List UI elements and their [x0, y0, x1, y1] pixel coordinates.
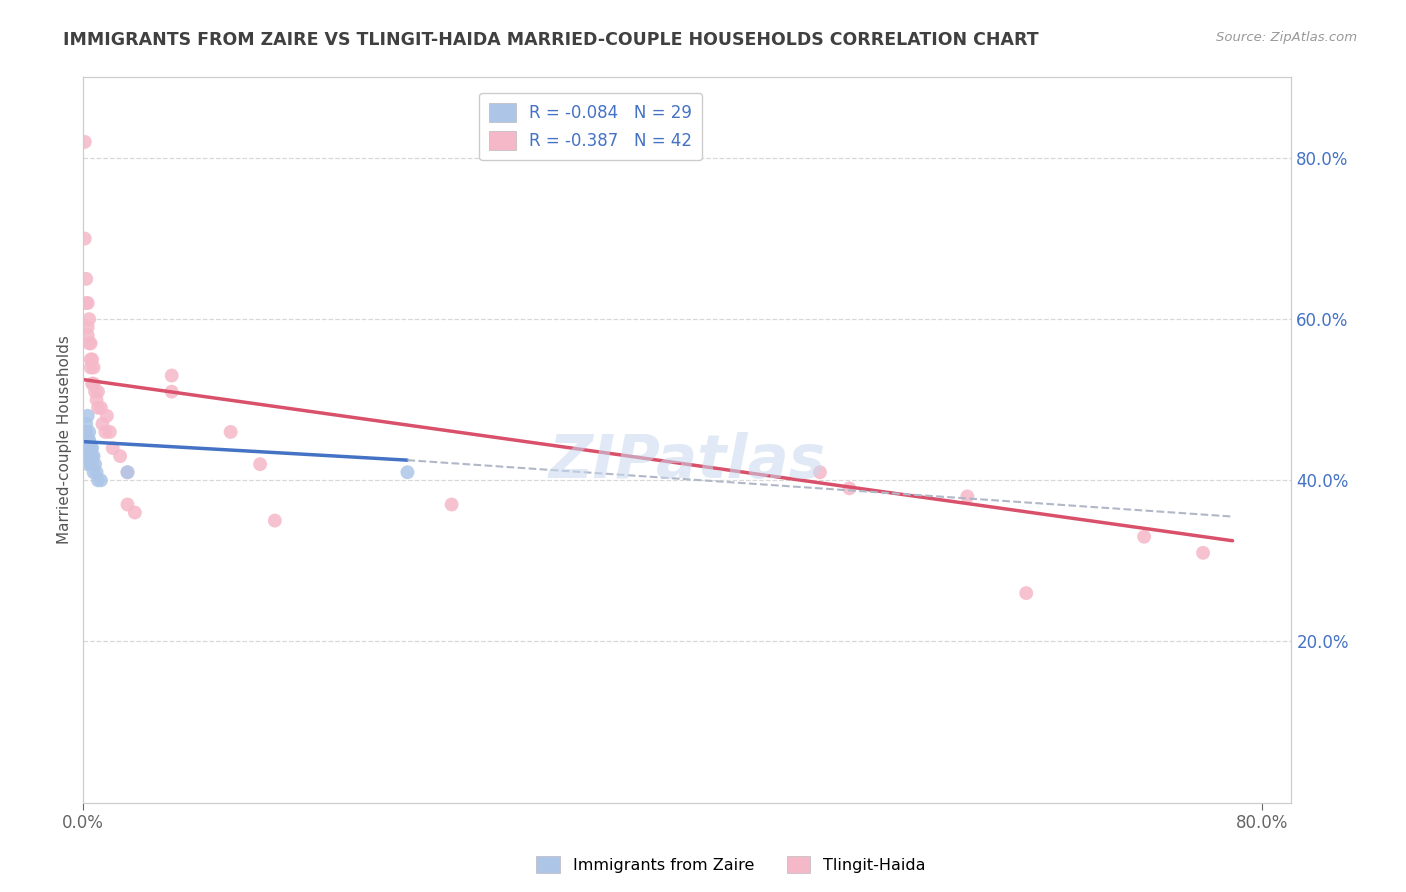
- Point: [75, 441, 97, 455]
- Point: [73, 425, 96, 439]
- Point: [90, 401, 112, 415]
- Point: [77, 336, 100, 351]
- Point: [82, 457, 104, 471]
- Point: [440, 498, 463, 512]
- Point: [101, 441, 124, 455]
- Point: [87, 401, 110, 415]
- Point: [73, 135, 96, 149]
- Point: [79, 352, 101, 367]
- Point: [75, 296, 97, 310]
- Point: [84, 384, 107, 399]
- Point: [249, 457, 271, 471]
- Text: Source: ZipAtlas.com: Source: ZipAtlas.com: [1216, 31, 1357, 45]
- Point: [82, 441, 104, 455]
- Point: [96, 409, 118, 423]
- Point: [77, 449, 100, 463]
- Text: IMMIGRANTS FROM ZAIRE VS TLINGIT-HAIDA MARRIED-COUPLE HOUSEHOLDS CORRELATION CHA: IMMIGRANTS FROM ZAIRE VS TLINGIT-HAIDA M…: [63, 31, 1039, 49]
- Point: [98, 425, 121, 439]
- Point: [84, 457, 107, 471]
- Point: [83, 376, 105, 391]
- Point: [76, 433, 98, 447]
- Point: [117, 465, 139, 479]
- Point: [76, 457, 98, 471]
- Point: [76, 296, 98, 310]
- Point: [396, 465, 419, 479]
- Point: [76, 320, 98, 334]
- Text: ZIPatlas: ZIPatlas: [548, 433, 825, 491]
- Point: [1192, 546, 1215, 560]
- Point: [77, 433, 100, 447]
- Point: [219, 425, 242, 439]
- Point: [86, 465, 108, 479]
- Point: [808, 465, 831, 479]
- Point: [82, 352, 104, 367]
- Point: [87, 473, 110, 487]
- Legend: Immigrants from Zaire, Tlingit-Haida: Immigrants from Zaire, Tlingit-Haida: [530, 849, 932, 880]
- Point: [79, 360, 101, 375]
- Point: [76, 441, 98, 455]
- Point: [1015, 586, 1038, 600]
- Point: [82, 376, 104, 391]
- Point: [77, 441, 100, 455]
- Point: [79, 336, 101, 351]
- Point: [94, 425, 117, 439]
- Point: [75, 425, 97, 439]
- Point: [79, 457, 101, 471]
- Point: [83, 465, 105, 479]
- Point: [160, 384, 183, 399]
- Point: [75, 433, 97, 447]
- Point: [75, 417, 97, 431]
- Legend: R = -0.084   N = 29, R = -0.387   N = 42: R = -0.084 N = 29, R = -0.387 N = 42: [479, 93, 702, 160]
- Point: [124, 506, 146, 520]
- Point: [90, 473, 112, 487]
- Point: [73, 441, 96, 455]
- Point: [86, 392, 108, 407]
- Point: [76, 409, 98, 423]
- Point: [117, 498, 139, 512]
- Point: [263, 514, 285, 528]
- Point: [76, 449, 98, 463]
- Point: [75, 272, 97, 286]
- Point: [108, 449, 131, 463]
- Point: [91, 417, 114, 431]
- Point: [83, 360, 105, 375]
- Point: [77, 312, 100, 326]
- Y-axis label: Married-couple Households: Married-couple Households: [58, 335, 72, 544]
- Point: [87, 384, 110, 399]
- Point: [82, 449, 104, 463]
- Point: [79, 441, 101, 455]
- Point: [79, 449, 101, 463]
- Point: [160, 368, 183, 383]
- Point: [73, 231, 96, 245]
- Point: [117, 465, 139, 479]
- Point: [838, 481, 860, 495]
- Point: [83, 449, 105, 463]
- Point: [956, 490, 979, 504]
- Point: [77, 425, 100, 439]
- Point: [76, 328, 98, 343]
- Point: [1133, 530, 1156, 544]
